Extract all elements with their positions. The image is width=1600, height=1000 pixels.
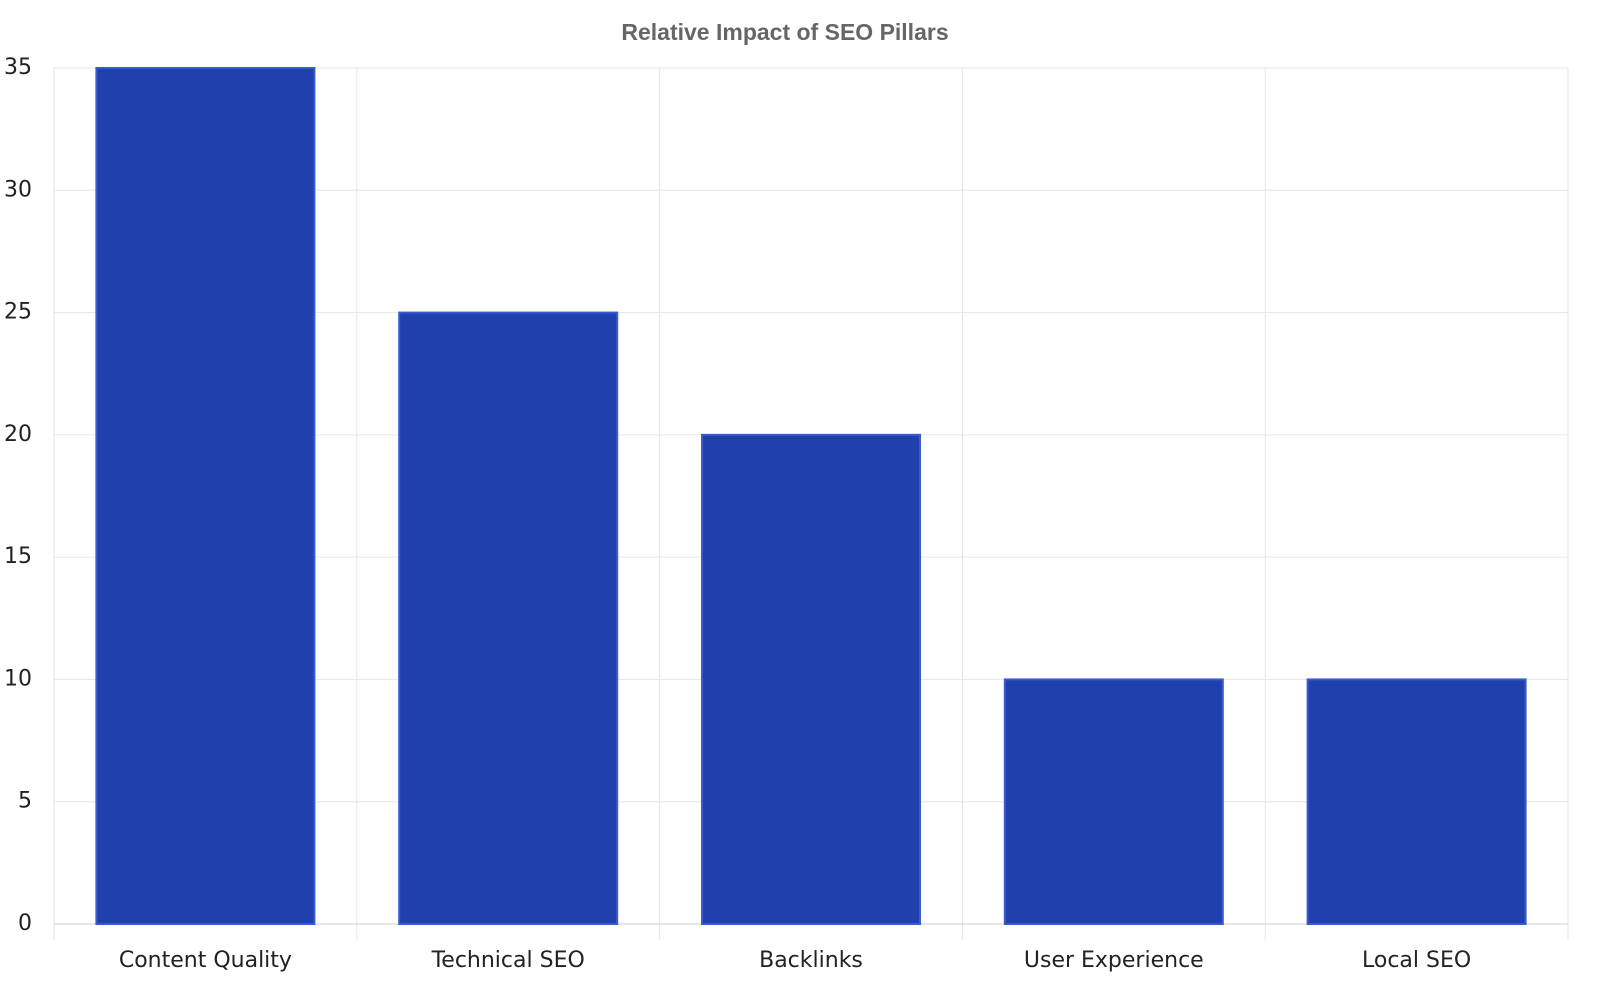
x-tick-label: User Experience — [1024, 948, 1204, 973]
x-tick-label: Content Quality — [119, 948, 292, 973]
y-tick-label: 35 — [4, 55, 32, 80]
y-tick-label: 30 — [4, 177, 32, 202]
bar — [398, 311, 619, 926]
x-tick-label: Local SEO — [1362, 948, 1471, 973]
y-tick-label: 10 — [4, 666, 32, 691]
x-tick-label: Technical SEO — [431, 948, 585, 973]
y-tick-label: 15 — [4, 544, 32, 569]
bar — [1003, 678, 1224, 926]
bar — [700, 433, 922, 925]
y-tick-label: 5 — [18, 789, 32, 814]
chart-title: Relative Impact of SEO Pillars — [621, 19, 948, 45]
y-tick-label: 20 — [4, 422, 32, 447]
bar — [95, 67, 316, 925]
y-tick-label: 25 — [4, 300, 32, 325]
bar — [1306, 678, 1527, 926]
x-tick-label: Backlinks — [759, 948, 863, 973]
y-tick-label: 0 — [18, 911, 32, 936]
